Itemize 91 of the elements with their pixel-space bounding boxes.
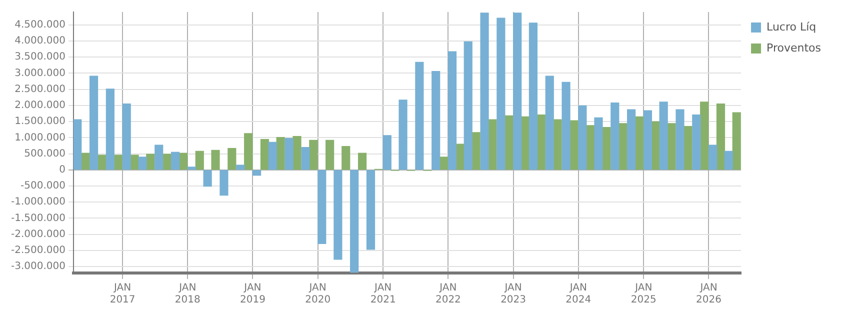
y-tick-label: -500.000 (20, 180, 66, 192)
x-tick-label: JAN 2018 (174, 282, 200, 306)
bar (562, 82, 570, 170)
x-tick-label: JAN 2025 (630, 282, 656, 306)
bar (708, 144, 718, 170)
y-tick-label: 2.500.000 (14, 84, 66, 95)
y-tick-label: -2.000.000 (10, 228, 66, 240)
bar (439, 156, 448, 170)
bar (618, 123, 628, 170)
y-tick-label: 3.500.000 (14, 52, 66, 63)
bar (634, 116, 644, 170)
bar (114, 154, 122, 170)
bar (74, 119, 82, 170)
bar (366, 170, 376, 250)
bar (643, 110, 652, 170)
y-tick-label: 4.500.000 (14, 19, 66, 30)
y-tick-label: -1.000.000 (10, 196, 66, 208)
bar (326, 140, 334, 170)
y-tick-label: 1.000.000 (14, 132, 66, 144)
x-tick-label: JAN 2019 (240, 282, 266, 306)
bar (138, 156, 147, 170)
bar (211, 150, 220, 170)
bar (220, 170, 228, 196)
bar (236, 164, 245, 170)
bar (170, 152, 180, 170)
bar (594, 117, 603, 170)
bar (676, 109, 684, 170)
bar (692, 114, 701, 170)
y-tick-label: 3.000.000 (14, 68, 66, 79)
bar (700, 102, 709, 170)
bar (724, 150, 733, 170)
y-tick-label: 4.000.000 (14, 36, 66, 47)
bar (318, 170, 326, 244)
bar (178, 152, 188, 170)
y-tick-label: 500.000 (24, 148, 66, 160)
bar (187, 166, 196, 170)
bar (480, 12, 489, 170)
bar (244, 133, 253, 170)
x-tick-label: JAN 2022 (435, 282, 461, 306)
bar (195, 150, 204, 170)
bar (81, 152, 90, 170)
bar (448, 51, 457, 170)
x-tick-label: JAN 2017 (110, 282, 136, 306)
x-tick-label: JAN 2026 (696, 282, 722, 306)
bar (154, 144, 164, 170)
bar (260, 138, 270, 170)
bar (545, 76, 554, 170)
x-tick-label: JAN 2021 (370, 282, 396, 306)
y-tick-label: 1.500.000 (14, 116, 66, 128)
y-tick-label: 2.000.000 (14, 100, 66, 112)
y-tick-label: -1.500.000 (10, 212, 66, 224)
bar (716, 104, 726, 170)
bar (528, 22, 538, 170)
bar (122, 104, 131, 170)
bar (732, 112, 741, 170)
bar (464, 41, 472, 170)
bar (334, 170, 342, 260)
y-tick-label: -3.000.000 (10, 261, 66, 272)
bar (89, 76, 98, 170)
bar (342, 146, 350, 170)
y-tick-label: 0 (59, 164, 66, 176)
legend-label: Proventos (766, 41, 822, 54)
bar (659, 102, 668, 170)
bar (228, 148, 236, 170)
bar (415, 62, 424, 170)
bar (610, 102, 620, 170)
bar (627, 109, 636, 170)
bar (382, 135, 392, 170)
bar (578, 105, 587, 170)
x-tick-label: JAN 2023 (500, 282, 526, 306)
bar (398, 100, 408, 170)
bar (162, 154, 172, 170)
x-tick-label: JAN 2020 (305, 282, 331, 306)
bar (106, 88, 114, 170)
legend-label: Lucro Líq (766, 20, 816, 34)
bar (504, 115, 514, 170)
bar (432, 70, 440, 170)
bar (496, 18, 506, 170)
bar (268, 142, 277, 170)
bar (301, 147, 310, 170)
bar (252, 170, 262, 176)
x-tick-label: JAN 2024 (566, 282, 592, 306)
bar (536, 114, 546, 170)
bar (513, 12, 522, 170)
y-tick-label: -2.500.000 (10, 245, 66, 256)
bar (284, 138, 294, 170)
bar (358, 152, 367, 170)
bar (203, 170, 212, 187)
bar (276, 137, 285, 170)
bar (350, 170, 359, 273)
bar (97, 154, 106, 170)
